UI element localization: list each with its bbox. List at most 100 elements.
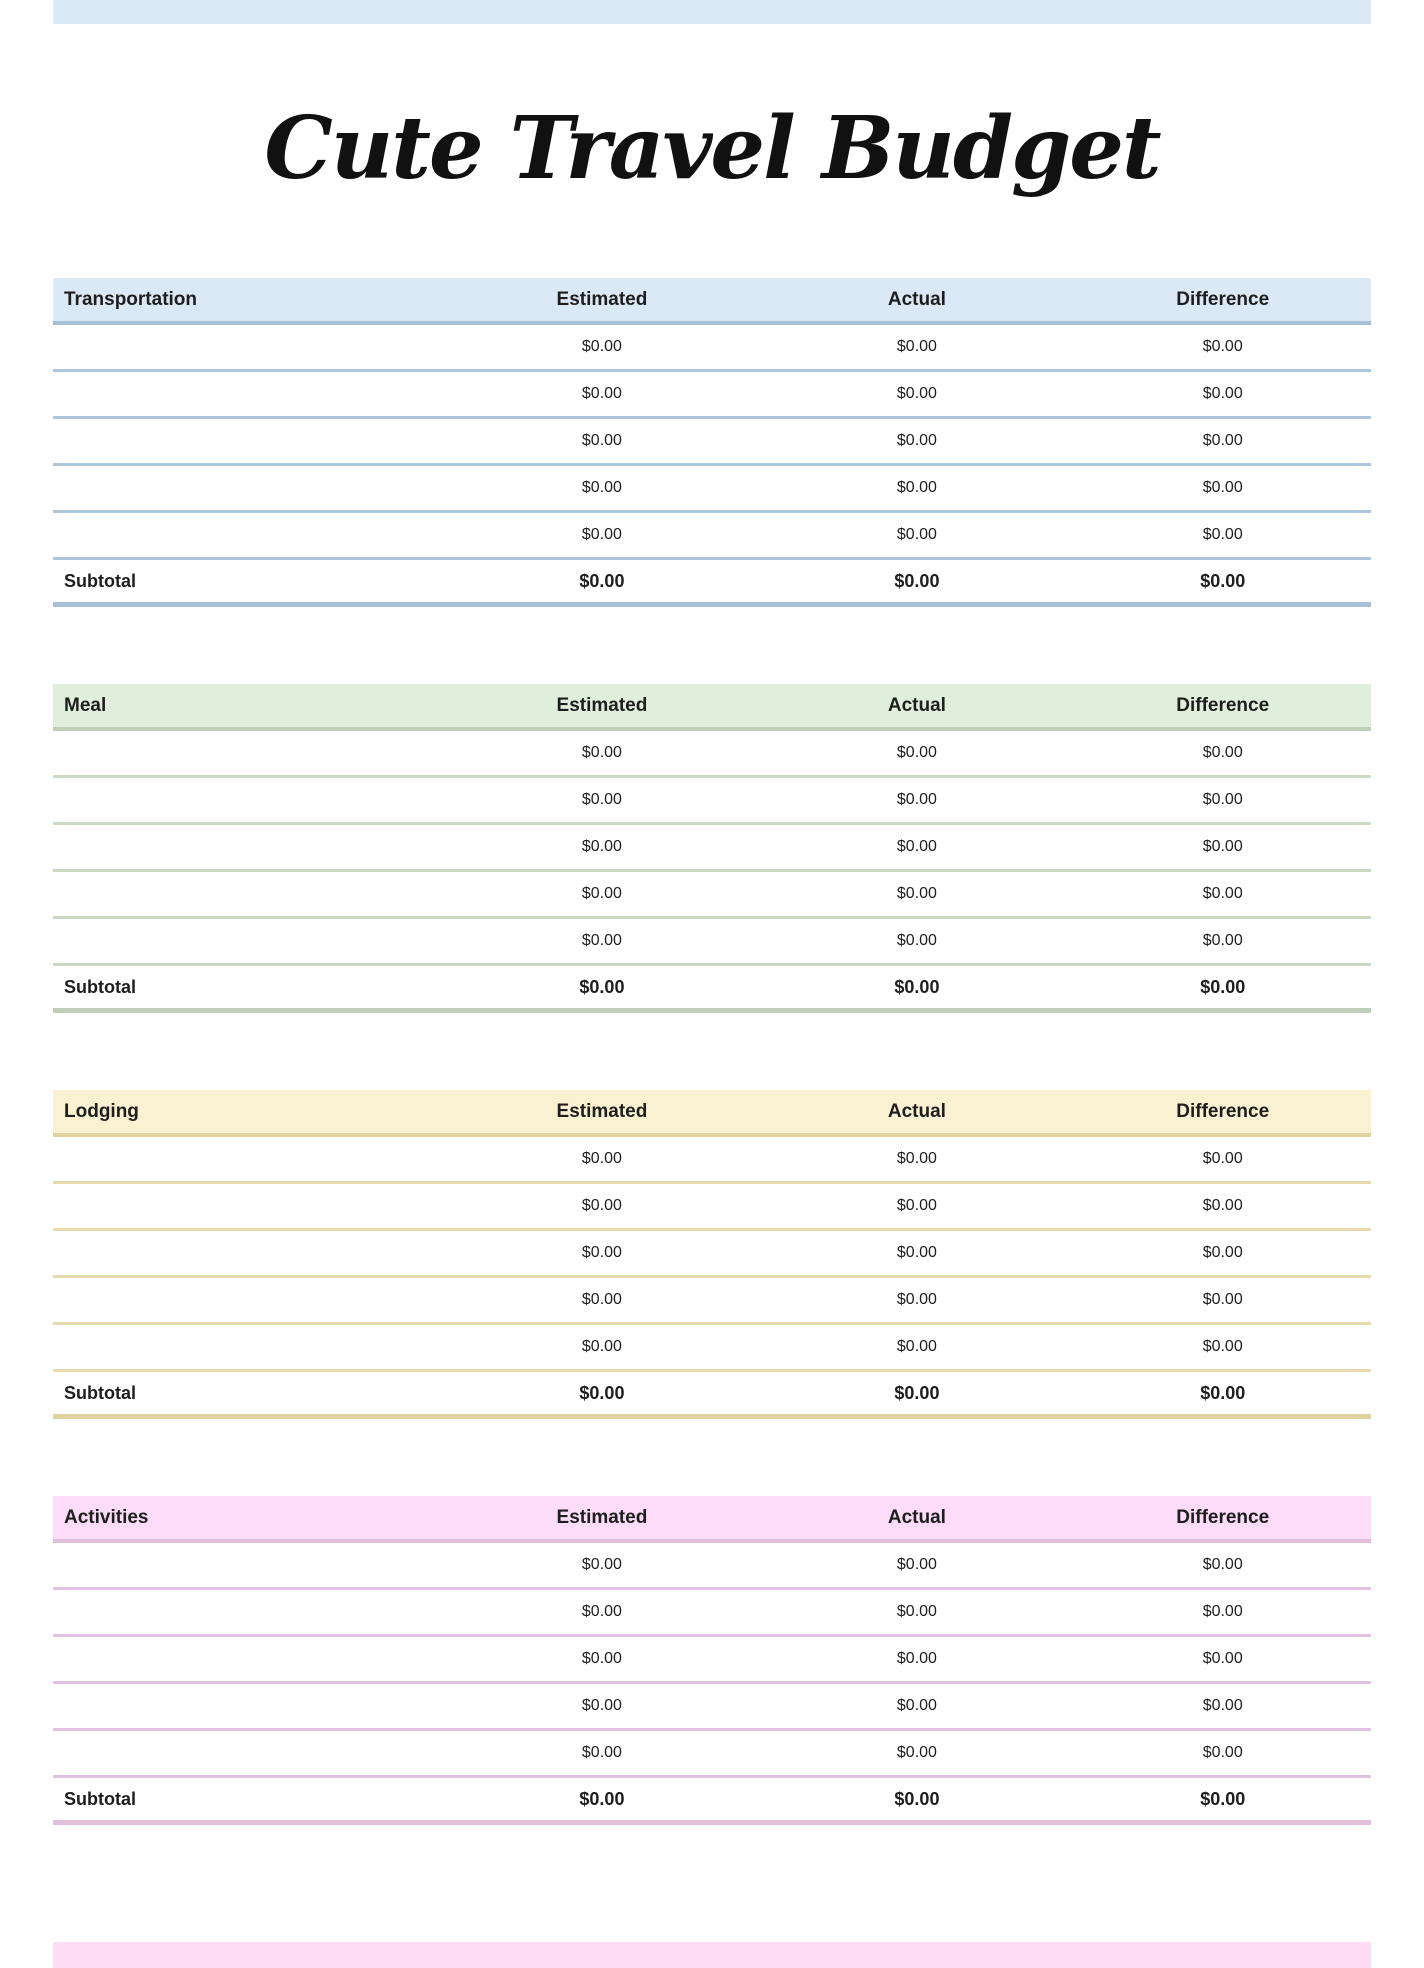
amount-cell: $0.00 [581,432,622,449]
amount-cell: $0.00 [1202,1603,1243,1620]
subtotal-amount-cell: $0.00 [579,1788,625,1809]
subtotal-label: Subtotal [64,976,136,997]
table-row: $0.00 $0.00 $0.00 [53,419,1371,466]
amount-cell: $0.00 [896,744,937,761]
table-row: $0.00 $0.00 $0.00 [53,325,1371,372]
budget-section-lodging: Lodging Estimated Actual Difference $0.00 $0.… [53,1090,1371,1419]
column-header-estimated: Estimated [556,1100,648,1122]
table-row: $0.00 $0.00 $0.00 [53,1543,1371,1590]
section-header-row: Lodging Estimated Actual Difference [53,1090,1371,1137]
amount-cell: $0.00 [1202,1650,1243,1667]
budget-section-meal: Meal Estimated Actual Difference $0.00 $0.00 $… [53,684,1371,1013]
amount-cell: $0.00 [581,1244,622,1261]
amount-cell: $0.00 [581,1291,622,1308]
subtotal-amount-cell: $0.00 [1200,1382,1246,1403]
amount-cell: $0.00 [1202,432,1243,449]
amount-cell: $0.00 [1202,526,1243,543]
amount-cell: $0.00 [896,791,937,808]
amount-cell: $0.00 [896,1291,937,1308]
column-header-difference: Difference [1176,1100,1270,1122]
amount-cell: $0.00 [896,526,937,543]
top-accent-bar [53,0,1371,24]
amount-cell: $0.00 [1202,932,1243,949]
amount-cell: $0.00 [896,1744,937,1761]
budget-section-activities: Activities Estimated Actual Difference $0.00… [53,1496,1371,1825]
amount-cell: $0.00 [581,791,622,808]
table-row: $0.00 $0.00 $0.00 [53,872,1371,919]
amount-cell: $0.00 [896,1244,937,1261]
amount-cell: $0.00 [896,1338,937,1355]
section-header-row: Meal Estimated Actual Difference [53,684,1371,731]
amount-cell: $0.00 [1202,385,1243,402]
amount-cell: $0.00 [896,1197,937,1214]
table-row: $0.00 $0.00 $0.00 [53,1137,1371,1184]
subtotal-amount-cell: $0.00 [894,570,940,591]
amount-cell: $0.00 [1202,1244,1243,1261]
amount-cell: $0.00 [1202,791,1243,808]
table-row: $0.00 $0.00 $0.00 [53,919,1371,966]
amount-cell: $0.00 [581,1150,622,1167]
amount-cell: $0.00 [1202,744,1243,761]
amount-cell: $0.00 [1202,1150,1243,1167]
column-header-difference: Difference [1176,694,1270,716]
amount-cell: $0.00 [1202,1197,1243,1214]
column-header-actual: Actual [887,288,946,310]
subtotal-amount-cell: $0.00 [579,570,625,591]
section-header-row: Transportation Estimated Actual Difference [53,278,1371,325]
amount-cell: $0.00 [1202,1556,1243,1573]
amount-cell: $0.00 [896,1697,937,1714]
amount-cell: $0.00 [581,1556,622,1573]
table-row: $0.00 $0.00 $0.00 [53,513,1371,560]
section-title: Activities [64,1506,149,1528]
subtotal-amount-cell: $0.00 [579,1382,625,1403]
amount-cell: $0.00 [896,385,937,402]
subtotal-amount-cell: $0.00 [894,976,940,997]
amount-cell: $0.00 [581,885,622,902]
table-row: $0.00 $0.00 $0.00 [53,1184,1371,1231]
column-header-actual: Actual [887,1100,946,1122]
subtotal-row: Subtotal $0.00 $0.00 $0.00 [53,1778,1371,1825]
amount-cell: $0.00 [896,932,937,949]
subtotal-amount-cell: $0.00 [894,1382,940,1403]
amount-cell: $0.00 [1202,1338,1243,1355]
table-row: $0.00 $0.00 $0.00 [53,1231,1371,1278]
amount-cell: $0.00 [581,1338,622,1355]
table-row: $0.00 $0.00 $0.00 [53,1637,1371,1684]
subtotal-amount-cell: $0.00 [1200,570,1246,591]
subtotal-label: Subtotal [64,1382,136,1403]
amount-cell: $0.00 [1202,479,1243,496]
subtotal-row: Subtotal $0.00 $0.00 $0.00 [53,560,1371,607]
amount-cell: $0.00 [581,1697,622,1714]
column-header-difference: Difference [1176,1506,1270,1528]
subtotal-amount-cell: $0.00 [1200,976,1246,997]
section-header-row: Activities Estimated Actual Difference [53,1496,1371,1543]
column-header-estimated: Estimated [556,694,648,716]
table-row: $0.00 $0.00 $0.00 [53,372,1371,419]
amount-cell: $0.00 [896,1650,937,1667]
amount-cell: $0.00 [1202,338,1243,355]
subtotal-amount-cell: $0.00 [579,976,625,997]
amount-cell: $0.00 [581,1650,622,1667]
column-header-difference: Difference [1176,288,1270,310]
amount-cell: $0.00 [896,885,937,902]
amount-cell: $0.00 [581,526,622,543]
table-row: $0.00 $0.00 $0.00 [53,825,1371,872]
subtotal-amount-cell: $0.00 [1200,1788,1246,1809]
amount-cell: $0.00 [1202,1744,1243,1761]
amount-cell: $0.00 [896,432,937,449]
subtotal-row: Subtotal $0.00 $0.00 $0.00 [53,1372,1371,1419]
table-row: $0.00 $0.00 $0.00 [53,1278,1371,1325]
amount-cell: $0.00 [1202,885,1243,902]
subtotal-label: Subtotal [64,570,136,591]
amount-cell: $0.00 [581,744,622,761]
column-header-actual: Actual [887,694,946,716]
amount-cell: $0.00 [581,838,622,855]
table-row: $0.00 $0.00 $0.00 [53,466,1371,513]
table-row: $0.00 $0.00 $0.00 [53,778,1371,825]
amount-cell: $0.00 [581,1744,622,1761]
table-row: $0.00 $0.00 $0.00 [53,1325,1371,1372]
budget-sections: Transportation Estimated Actual Difference $… [53,278,1371,1825]
subtotal-amount-cell: $0.00 [894,1788,940,1809]
amount-cell: $0.00 [896,1603,937,1620]
